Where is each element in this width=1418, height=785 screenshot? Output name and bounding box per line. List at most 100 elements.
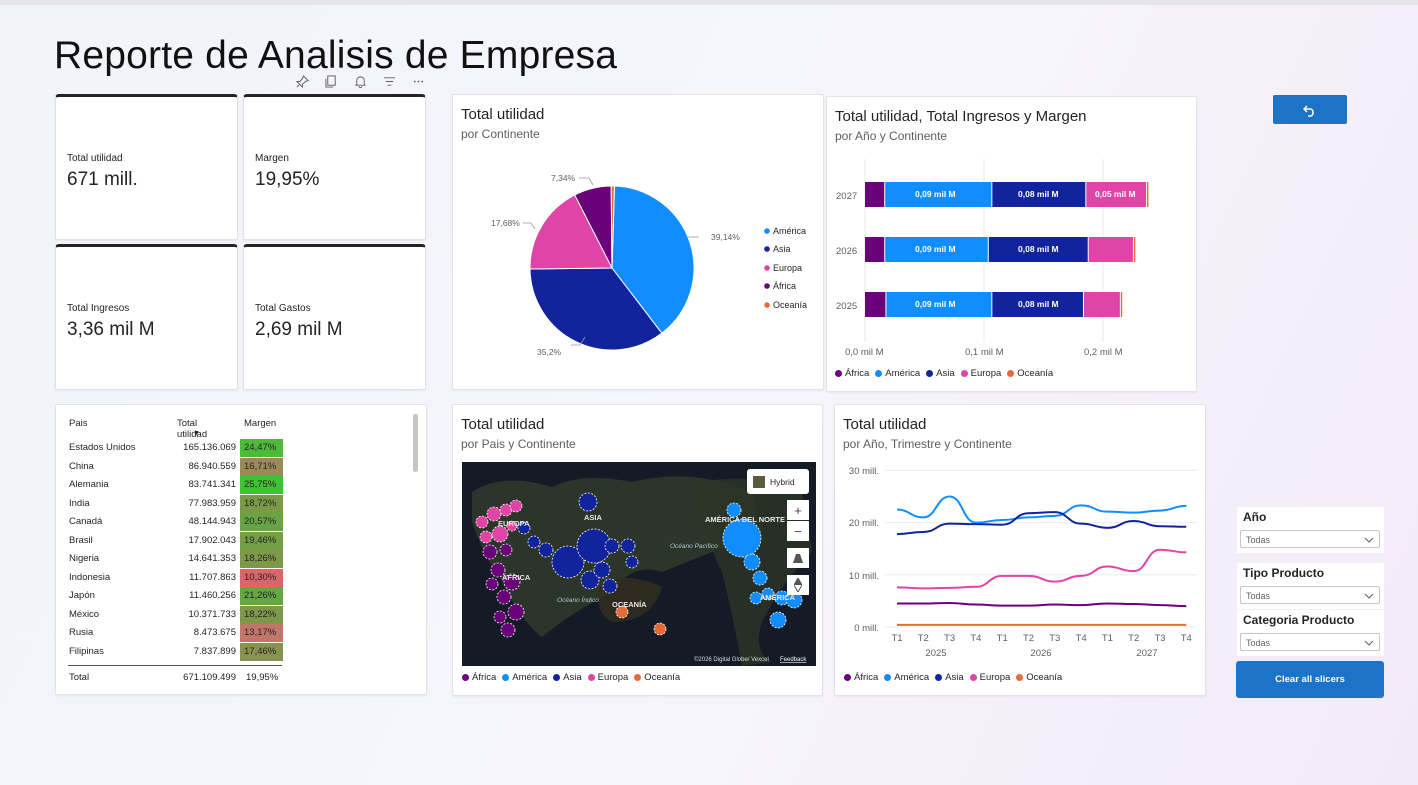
bar-segment-europa[interactable] (1083, 292, 1120, 317)
bar-segment-américa[interactable] (885, 237, 988, 262)
kpi-card-utilidad[interactable]: Total utilidad 671 mill. (55, 94, 238, 240)
kpi-card-gastos[interactable]: Total Gastos 2,69 mil M (243, 244, 426, 390)
map-bubble-africa[interactable] (500, 622, 516, 638)
bell-icon[interactable] (350, 72, 370, 90)
map-bubble-asia[interactable] (538, 542, 554, 558)
table-row[interactable]: Nigeria 14.641.353 18,26% (68, 550, 308, 568)
map-bubble-africa[interactable] (485, 577, 499, 591)
map-bubble-america[interactable] (726, 502, 742, 518)
pie-slice-américa[interactable] (611, 185, 695, 334)
map-bubble-asia[interactable] (602, 578, 618, 594)
map-bubble-africa[interactable] (496, 589, 512, 605)
clear-all-slicers-button[interactable]: Clear all slicers (1236, 661, 1384, 698)
map-bubble-asia[interactable] (580, 570, 600, 590)
line-series-asia[interactable] (896, 511, 1187, 536)
table-row[interactable]: Indonesia 11.707.863 10,30% (68, 568, 308, 587)
map-bubble-asia[interactable] (625, 555, 639, 569)
map-card[interactable]: Total utilidad por Pais y Continente EUR… (452, 404, 823, 696)
map-bubble-asia[interactable] (517, 521, 531, 535)
table-card[interactable]: Pais Total utilidad ▼ Margen Estados Uni… (55, 404, 427, 695)
map-bubble-africa[interactable] (507, 603, 525, 621)
map-feedback-link[interactable]: Feedback (780, 657, 807, 663)
map-bubble-asia[interactable] (578, 492, 598, 512)
legend-item[interactable]: Asia (935, 672, 964, 683)
bar-segment-américa[interactable] (885, 182, 992, 207)
map-bubble-america[interactable] (743, 553, 761, 571)
back-button[interactable] (1273, 95, 1347, 124)
compass-button[interactable] (787, 575, 809, 595)
pie-slice-europa[interactable] (529, 194, 613, 270)
map-bubble-asia[interactable] (593, 561, 611, 579)
map-bubble-america[interactable] (752, 570, 768, 586)
map-bubble-europa[interactable] (486, 506, 502, 522)
bar-chart-card[interactable]: Total utilidad, Total Ingresos y Margen … (826, 96, 1197, 392)
map-bubble-asia[interactable] (527, 535, 541, 549)
line-series-áfrica[interactable] (897, 601, 1187, 608)
bar-segment-asia[interactable] (988, 237, 1088, 262)
kpi-card-margen[interactable]: Margen 19,95% (243, 94, 426, 240)
bar-segment-áfrica[interactable] (865, 237, 885, 262)
map-bubble-oceania[interactable] (653, 622, 667, 636)
table-row[interactable]: Filipinas 7.837.899 17,46% (68, 642, 308, 661)
map-bubble-europa[interactable] (506, 520, 518, 532)
map-bubble-america[interactable] (761, 587, 775, 601)
bar-segment-asia[interactable] (992, 292, 1083, 317)
bar-segment-áfrica[interactable] (865, 292, 886, 317)
map-bubble-africa[interactable] (493, 610, 507, 624)
map-bubble-europa[interactable] (475, 515, 489, 529)
bar-segment-europa[interactable] (1086, 182, 1147, 207)
more-icon[interactable] (408, 72, 428, 90)
legend-item[interactable]: Oceanía (634, 672, 680, 683)
table-row[interactable]: México 10.371.733 18,22% (68, 605, 308, 624)
map-canvas[interactable]: EUROPA ASIA ÁFRICA AMÉRICA DEL NORTE OCE… (462, 462, 816, 666)
legend-item[interactable]: África (462, 672, 496, 683)
slicer-dropdown-ano[interactable]: Todas (1240, 530, 1380, 548)
map-bubble-asia[interactable] (551, 545, 585, 579)
bar-segment-oceanía[interactable] (1120, 292, 1123, 317)
table-header-utilidad[interactable]: Total utilidad (177, 418, 208, 440)
legend-item[interactable]: América (875, 368, 920, 379)
table-header-pais[interactable]: Pais (69, 418, 88, 429)
legend-item[interactable]: América (502, 672, 547, 683)
map-bubble-america[interactable] (769, 611, 787, 629)
map-bubble-america[interactable] (722, 518, 762, 558)
line-chart-card[interactable]: Total utilidad por Año, Trimestre y Cont… (834, 404, 1206, 696)
map-bubble-europa[interactable] (491, 525, 509, 543)
table-row[interactable]: Japón 11.460.256 21,26% (68, 587, 308, 605)
legend-item[interactable]: Oceanía (1016, 672, 1062, 683)
bar-segment-oceanía[interactable] (1147, 182, 1149, 207)
bar-segment-europa[interactable] (1088, 237, 1133, 262)
legend-item[interactable]: Europa (960, 368, 1001, 379)
map-bubble-europa[interactable] (509, 499, 523, 513)
map-bubble-asia[interactable] (604, 538, 620, 554)
map-bubble-africa[interactable] (499, 543, 513, 557)
legend-item[interactable]: América (884, 672, 929, 683)
table-row[interactable]: India 77.983.959 18,72% (68, 494, 308, 513)
tilt-button[interactable] (787, 548, 809, 568)
map-bubble-europa[interactable] (479, 530, 493, 544)
legend-item[interactable]: África (844, 672, 878, 683)
table-row[interactable]: China 86.940.559 16,71% (68, 457, 308, 476)
slicer-dropdown-categoria-producto[interactable]: Todas (1240, 633, 1380, 651)
map-bubble-asia[interactable] (620, 538, 636, 554)
legend-item[interactable]: Asia (553, 672, 582, 683)
copy-icon[interactable] (321, 72, 341, 90)
bar-segment-áfrica[interactable] (865, 182, 885, 207)
map-bubble-africa[interactable] (490, 562, 506, 578)
table-row[interactable]: Brasil 17.902.043 19,46% (68, 531, 308, 550)
table-scrollbar[interactable] (413, 414, 418, 472)
bar-segment-américa[interactable] (886, 292, 992, 317)
map-style-button[interactable]: Hybrid (747, 469, 809, 494)
table-header-margen[interactable]: Margen (244, 418, 277, 429)
bar-segment-asia[interactable] (992, 182, 1086, 207)
map-bubble-africa[interactable] (503, 573, 521, 591)
line-series-américa[interactable] (896, 495, 1187, 524)
bar-segment-oceanía[interactable] (1133, 237, 1136, 262)
zoom-in-button[interactable]: + (787, 500, 809, 520)
filter-icon[interactable] (379, 72, 399, 90)
table-row[interactable]: Rusia 8.473.675 13,17% (68, 624, 308, 642)
slicer-dropdown-tipo-producto[interactable]: Todas (1240, 586, 1380, 604)
map-bubble-america[interactable] (785, 591, 803, 609)
line-series-europa[interactable] (896, 548, 1187, 590)
pin-icon[interactable] (292, 72, 312, 90)
